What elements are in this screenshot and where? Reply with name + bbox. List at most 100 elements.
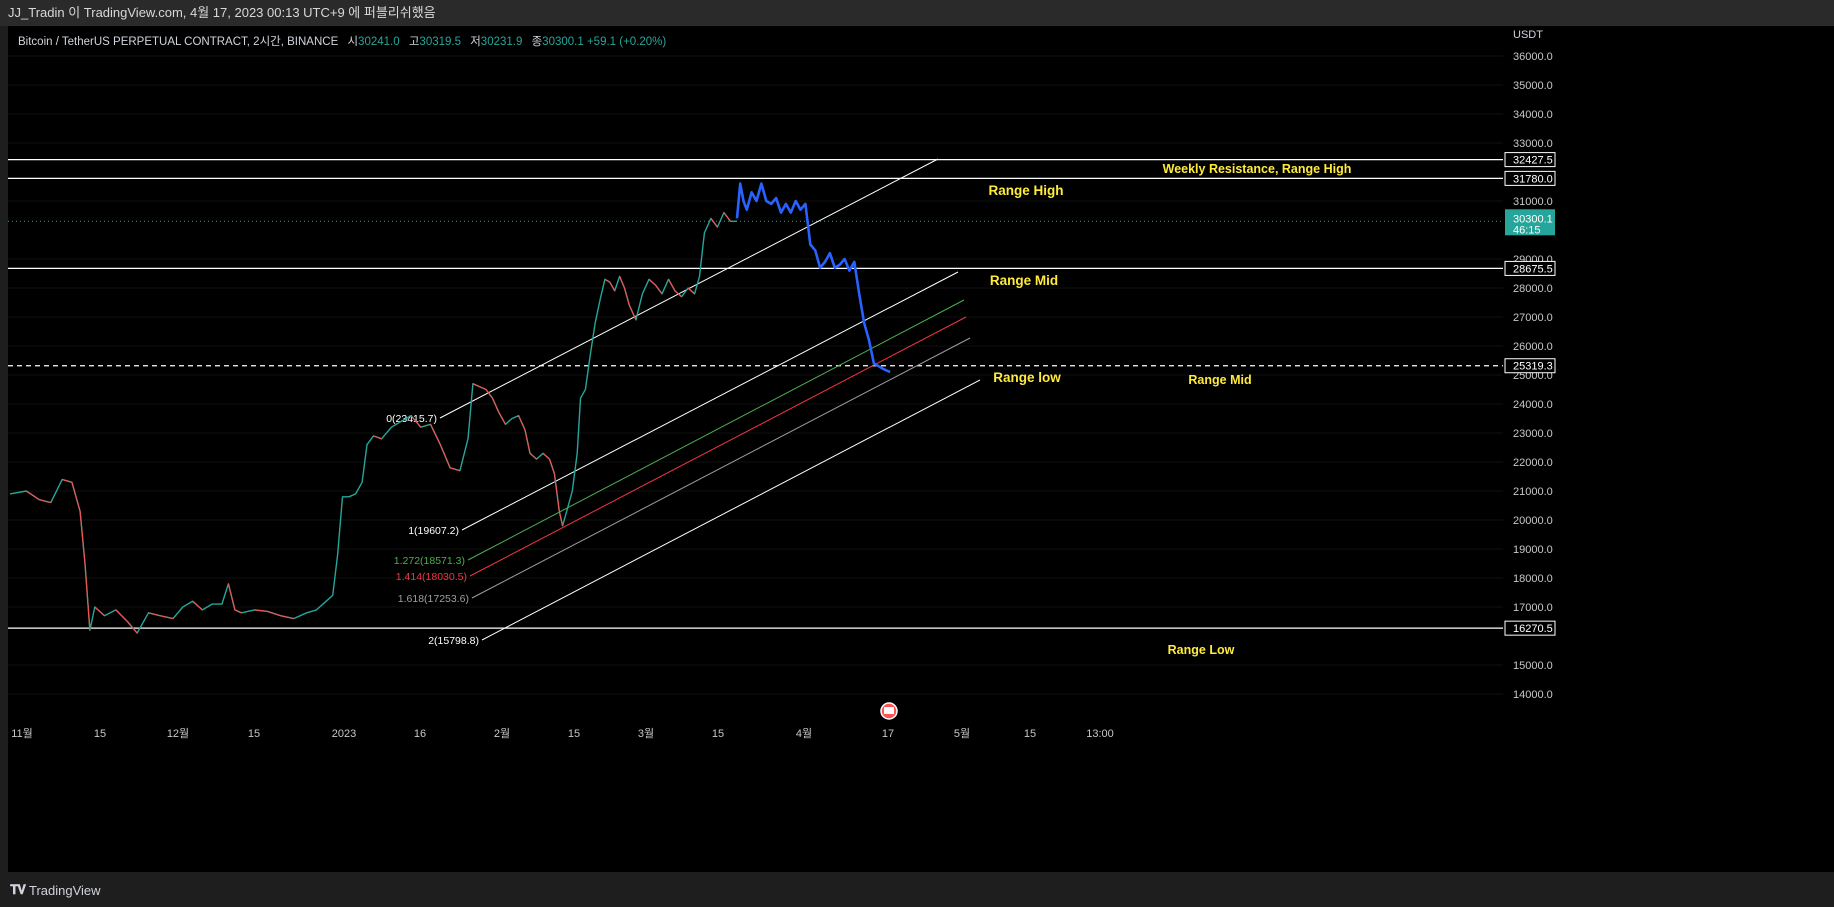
- footer-brand: TradingView: [29, 882, 101, 898]
- price-down-segment: [648, 278, 656, 286]
- current-price-tag: [1505, 209, 1555, 236]
- price-down-segment: [192, 600, 203, 611]
- price-down-segment: [472, 383, 480, 388]
- price-down-segment: [71, 482, 81, 512]
- price-down-segment: [558, 511, 564, 526]
- price-series-line: [9, 211, 737, 634]
- price-down-segment: [94, 606, 105, 617]
- price-down-segment: [674, 290, 682, 298]
- price-down-segment: [429, 424, 441, 445]
- price-down-segment: [542, 452, 550, 460]
- chart-svg[interactable]: USDT 36000.0 35000.0 34000.0 33000.0 31000.0 2…: [8, 26, 1834, 872]
- fib-level-label: 1.272(18571.3): [394, 555, 465, 567]
- tradingview-logo[interactable]: 𝐓𝐕 TradingView: [10, 882, 101, 898]
- y-tick-label: 24000.0: [1513, 399, 1553, 411]
- y-tick-label: 20000.0: [1513, 515, 1553, 527]
- chart-annotation: Range Low: [1168, 643, 1235, 657]
- legend-change: +59.1 (+0.20%): [586, 36, 667, 48]
- publish-header: JJ_Tradin 이 TradingView.com, 4월 17, 2023…: [0, 0, 1834, 26]
- x-tick-label: 13:00: [1086, 728, 1114, 740]
- x-tick-label: 15: [94, 728, 106, 740]
- footer: 𝐓𝐕 TradingView: [0, 872, 1834, 907]
- y-tick-label: 31000.0: [1513, 196, 1553, 208]
- fib-level-label: 1.618(17253.6): [398, 593, 469, 605]
- price-down-segment: [148, 612, 161, 617]
- price-down-segment: [609, 281, 616, 292]
- level-price-tag: [1504, 358, 1556, 374]
- y-tick-label: 18000.0: [1513, 573, 1553, 585]
- price-down-segment: [654, 284, 663, 295]
- x-tick-label: 15: [1024, 728, 1036, 740]
- flag-icon-inner: [884, 707, 894, 714]
- y-tick-label: 34000.0: [1513, 109, 1553, 121]
- price-down-segment: [115, 609, 128, 622]
- x-tick-label: 12월: [167, 727, 189, 740]
- chart-area[interactable]: USDT 36000.0 35000.0 34000.0 33000.0 31000.0 2…: [8, 26, 1834, 872]
- price-down-segment: [518, 415, 526, 431]
- legend-high: 30319.5: [419, 36, 461, 48]
- price-down-segment: [439, 444, 451, 469]
- chart-annotation: Weekly Resistance, Range High: [1163, 162, 1352, 176]
- price-down-segment: [39, 499, 51, 504]
- price-down-segment: [280, 615, 294, 620]
- price-down-segment: [267, 610, 281, 617]
- level-price-label: 28675.5: [1513, 263, 1553, 275]
- x-tick-label: 2023: [332, 728, 356, 740]
- price-down-segment: [498, 412, 507, 425]
- y-tick-label: 26000.0: [1513, 341, 1553, 353]
- price-down-segment: [604, 278, 611, 283]
- chart-annotation: Range Mid: [1188, 373, 1251, 387]
- y-tick-label: 22000.0: [1513, 457, 1553, 469]
- countdown-label: 46:15: [1513, 224, 1541, 236]
- price-down-segment: [126, 621, 138, 634]
- x-tick-label: 5월: [954, 727, 970, 740]
- x-tick-label: 15: [712, 728, 724, 740]
- y-tick-label: 14000.0: [1513, 689, 1553, 701]
- legend-low-label: 저: [470, 36, 481, 48]
- price-down-segment: [410, 415, 422, 428]
- channel-line: [467, 299, 965, 561]
- tradingview-logo-icon: 𝐓𝐕: [10, 882, 26, 897]
- price-down-segment: [628, 305, 637, 321]
- legend-close: 30300.1: [542, 36, 584, 48]
- price-down-segment: [61, 478, 73, 483]
- price-down-segment: [79, 511, 86, 564]
- y-tick-label: 23000.0: [1513, 428, 1553, 440]
- legend-open: 30241.0: [358, 36, 400, 48]
- axis-unit-label: USDT: [1513, 29, 1543, 41]
- level-price-label: 16270.5: [1513, 623, 1553, 635]
- legend-low: 30231.9: [480, 36, 523, 48]
- price-down-segment: [479, 386, 487, 391]
- chart-annotation: Range Mid: [990, 273, 1058, 288]
- chart-annotation: Range High: [988, 183, 1063, 198]
- channel-line: [461, 271, 959, 531]
- y-tick-label: 15000.0: [1513, 660, 1553, 672]
- fib-level-label: 0(23415.7): [386, 413, 437, 425]
- publish-header-text: JJ_Tradin 이 TradingView.com, 4월 17, 2023…: [8, 5, 436, 20]
- level-price-tag: [1504, 152, 1556, 168]
- price-down-segment: [159, 615, 174, 620]
- x-tick-label: 15: [568, 728, 580, 740]
- price-down-segment: [373, 435, 382, 440]
- fib-level-label: 1(19607.2): [408, 525, 459, 537]
- legend-symbol: Bitcoin / TetherUS PERPETUAL CONTRACT, 2…: [18, 36, 339, 48]
- current-price-label: 30300.1: [1513, 213, 1553, 225]
- y-tick-label: 27000.0: [1513, 312, 1553, 324]
- level-price-label: 32427.5: [1513, 155, 1553, 167]
- price-down-segment: [623, 287, 630, 306]
- x-tick-label: 17: [882, 728, 894, 740]
- price-down-segment: [529, 452, 537, 460]
- level-price-tag: [1504, 260, 1556, 276]
- price-down-segment: [485, 389, 493, 399]
- x-tick-label: 11월: [11, 727, 33, 740]
- price-down-segment: [254, 609, 268, 612]
- x-tick-label: 15: [248, 728, 260, 740]
- price-down-segment: [687, 287, 695, 295]
- price-down-segment: [553, 473, 560, 512]
- y-tick-label: 21000.0: [1513, 486, 1553, 498]
- channel-line: [469, 316, 967, 577]
- level-price-label: 31780.0: [1513, 173, 1553, 185]
- price-down-segment: [710, 218, 718, 228]
- price-down-segment: [619, 276, 626, 289]
- y-tick-label: 33000.0: [1513, 138, 1553, 150]
